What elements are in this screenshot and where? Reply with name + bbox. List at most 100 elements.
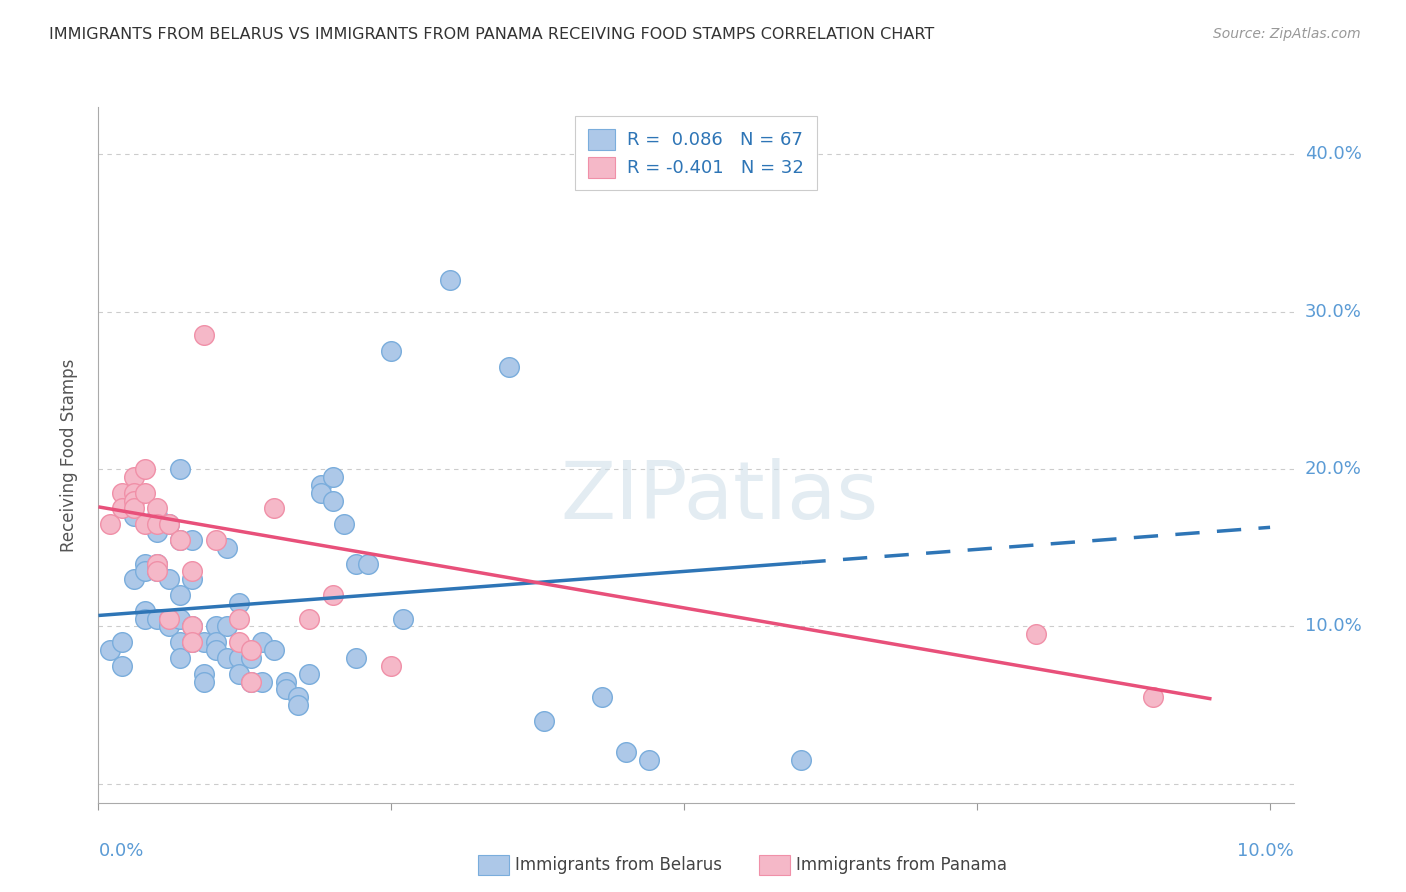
Point: [111, 501, 134, 516]
Text: Immigrants from Belarus: Immigrants from Belarus: [515, 856, 721, 874]
Point: [239, 674, 262, 689]
Point: [380, 658, 402, 673]
Point: [333, 517, 356, 532]
Point: [274, 674, 297, 689]
Point: [134, 612, 156, 626]
Point: [157, 619, 180, 633]
Text: ZIPatlas: ZIPatlas: [561, 458, 879, 536]
Point: [228, 635, 250, 649]
Point: [134, 517, 156, 532]
Point: [181, 565, 204, 579]
Point: [204, 619, 226, 633]
Point: [193, 666, 215, 681]
Point: [239, 674, 262, 689]
Point: [217, 619, 239, 633]
Point: [217, 541, 239, 555]
Point: [157, 517, 180, 532]
Point: [157, 572, 180, 586]
Text: IMMIGRANTS FROM BELARUS VS IMMIGRANTS FROM PANAMA RECEIVING FOOD STAMPS CORRELAT: IMMIGRANTS FROM BELARUS VS IMMIGRANTS FR…: [49, 27, 935, 42]
Point: [217, 651, 239, 665]
Point: [322, 470, 344, 484]
Point: [122, 509, 145, 524]
Point: [344, 651, 367, 665]
Point: [169, 462, 191, 476]
Point: [309, 478, 332, 492]
Point: [157, 612, 180, 626]
Text: 40.0%: 40.0%: [1305, 145, 1361, 163]
Point: [252, 635, 274, 649]
Text: 0.0%: 0.0%: [98, 842, 143, 860]
Point: [169, 533, 191, 547]
Point: [228, 666, 250, 681]
Point: [344, 557, 367, 571]
Text: 30.0%: 30.0%: [1305, 302, 1361, 321]
Point: [122, 572, 145, 586]
Point: [181, 533, 204, 547]
Point: [322, 588, 344, 602]
Point: [146, 565, 169, 579]
Point: [309, 485, 332, 500]
Point: [146, 612, 169, 626]
Point: [322, 493, 344, 508]
Point: [134, 557, 156, 571]
Point: [439, 273, 461, 287]
Point: [169, 588, 191, 602]
Point: [122, 485, 145, 500]
Point: [204, 533, 226, 547]
Point: [204, 635, 226, 649]
Point: [380, 344, 402, 359]
Point: [193, 674, 215, 689]
Point: [181, 572, 204, 586]
Point: [533, 714, 555, 728]
Point: [1025, 627, 1047, 641]
Text: 20.0%: 20.0%: [1305, 460, 1361, 478]
Point: [122, 470, 145, 484]
Legend: R =  0.086   N = 67, R = -0.401   N = 32: R = 0.086 N = 67, R = -0.401 N = 32: [575, 116, 817, 190]
Point: [146, 557, 169, 571]
Point: [134, 565, 156, 579]
Point: [146, 509, 169, 524]
Text: Source: ZipAtlas.com: Source: ZipAtlas.com: [1213, 27, 1361, 41]
Point: [111, 658, 134, 673]
Point: [498, 359, 520, 374]
Text: Immigrants from Panama: Immigrants from Panama: [796, 856, 1007, 874]
Point: [98, 643, 121, 657]
Point: [146, 565, 169, 579]
Point: [157, 612, 180, 626]
Text: 10.0%: 10.0%: [1305, 617, 1361, 635]
Point: [228, 612, 250, 626]
Point: [1142, 690, 1164, 705]
Point: [146, 557, 169, 571]
Point: [157, 517, 180, 532]
Point: [287, 698, 309, 713]
Point: [122, 501, 145, 516]
Point: [591, 690, 613, 705]
Point: [239, 643, 262, 657]
Point: [181, 619, 204, 633]
Point: [638, 753, 661, 767]
Point: [169, 651, 191, 665]
Point: [228, 651, 250, 665]
Point: [614, 746, 637, 760]
Point: [181, 635, 204, 649]
Point: [298, 666, 321, 681]
Point: [193, 635, 215, 649]
Point: [98, 517, 121, 532]
Point: [134, 462, 156, 476]
Point: [252, 674, 274, 689]
Text: 10.0%: 10.0%: [1237, 842, 1294, 860]
Point: [146, 517, 169, 532]
Point: [111, 485, 134, 500]
Point: [169, 635, 191, 649]
Point: [134, 604, 156, 618]
Point: [263, 643, 285, 657]
Point: [239, 651, 262, 665]
Point: [790, 753, 813, 767]
Point: [263, 501, 285, 516]
Point: [122, 493, 145, 508]
Y-axis label: Receiving Food Stamps: Receiving Food Stamps: [59, 359, 77, 551]
Point: [204, 643, 226, 657]
Point: [298, 612, 321, 626]
Point: [357, 557, 380, 571]
Point: [181, 635, 204, 649]
